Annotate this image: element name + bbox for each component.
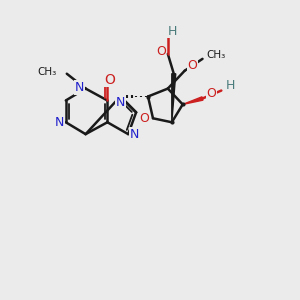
Text: H: H bbox=[226, 79, 235, 92]
Polygon shape bbox=[172, 74, 176, 122]
Text: O: O bbox=[104, 73, 115, 87]
Text: N: N bbox=[130, 128, 139, 141]
Text: O: O bbox=[206, 87, 216, 100]
Text: O: O bbox=[156, 45, 166, 58]
Text: O: O bbox=[188, 59, 197, 72]
Text: N: N bbox=[75, 81, 84, 94]
Text: O: O bbox=[139, 112, 149, 125]
Text: H: H bbox=[168, 25, 178, 38]
Text: N: N bbox=[116, 96, 125, 109]
Polygon shape bbox=[183, 97, 203, 104]
Text: N: N bbox=[55, 116, 64, 129]
Text: CH₃: CH₃ bbox=[38, 67, 57, 77]
Text: CH₃: CH₃ bbox=[207, 50, 226, 60]
